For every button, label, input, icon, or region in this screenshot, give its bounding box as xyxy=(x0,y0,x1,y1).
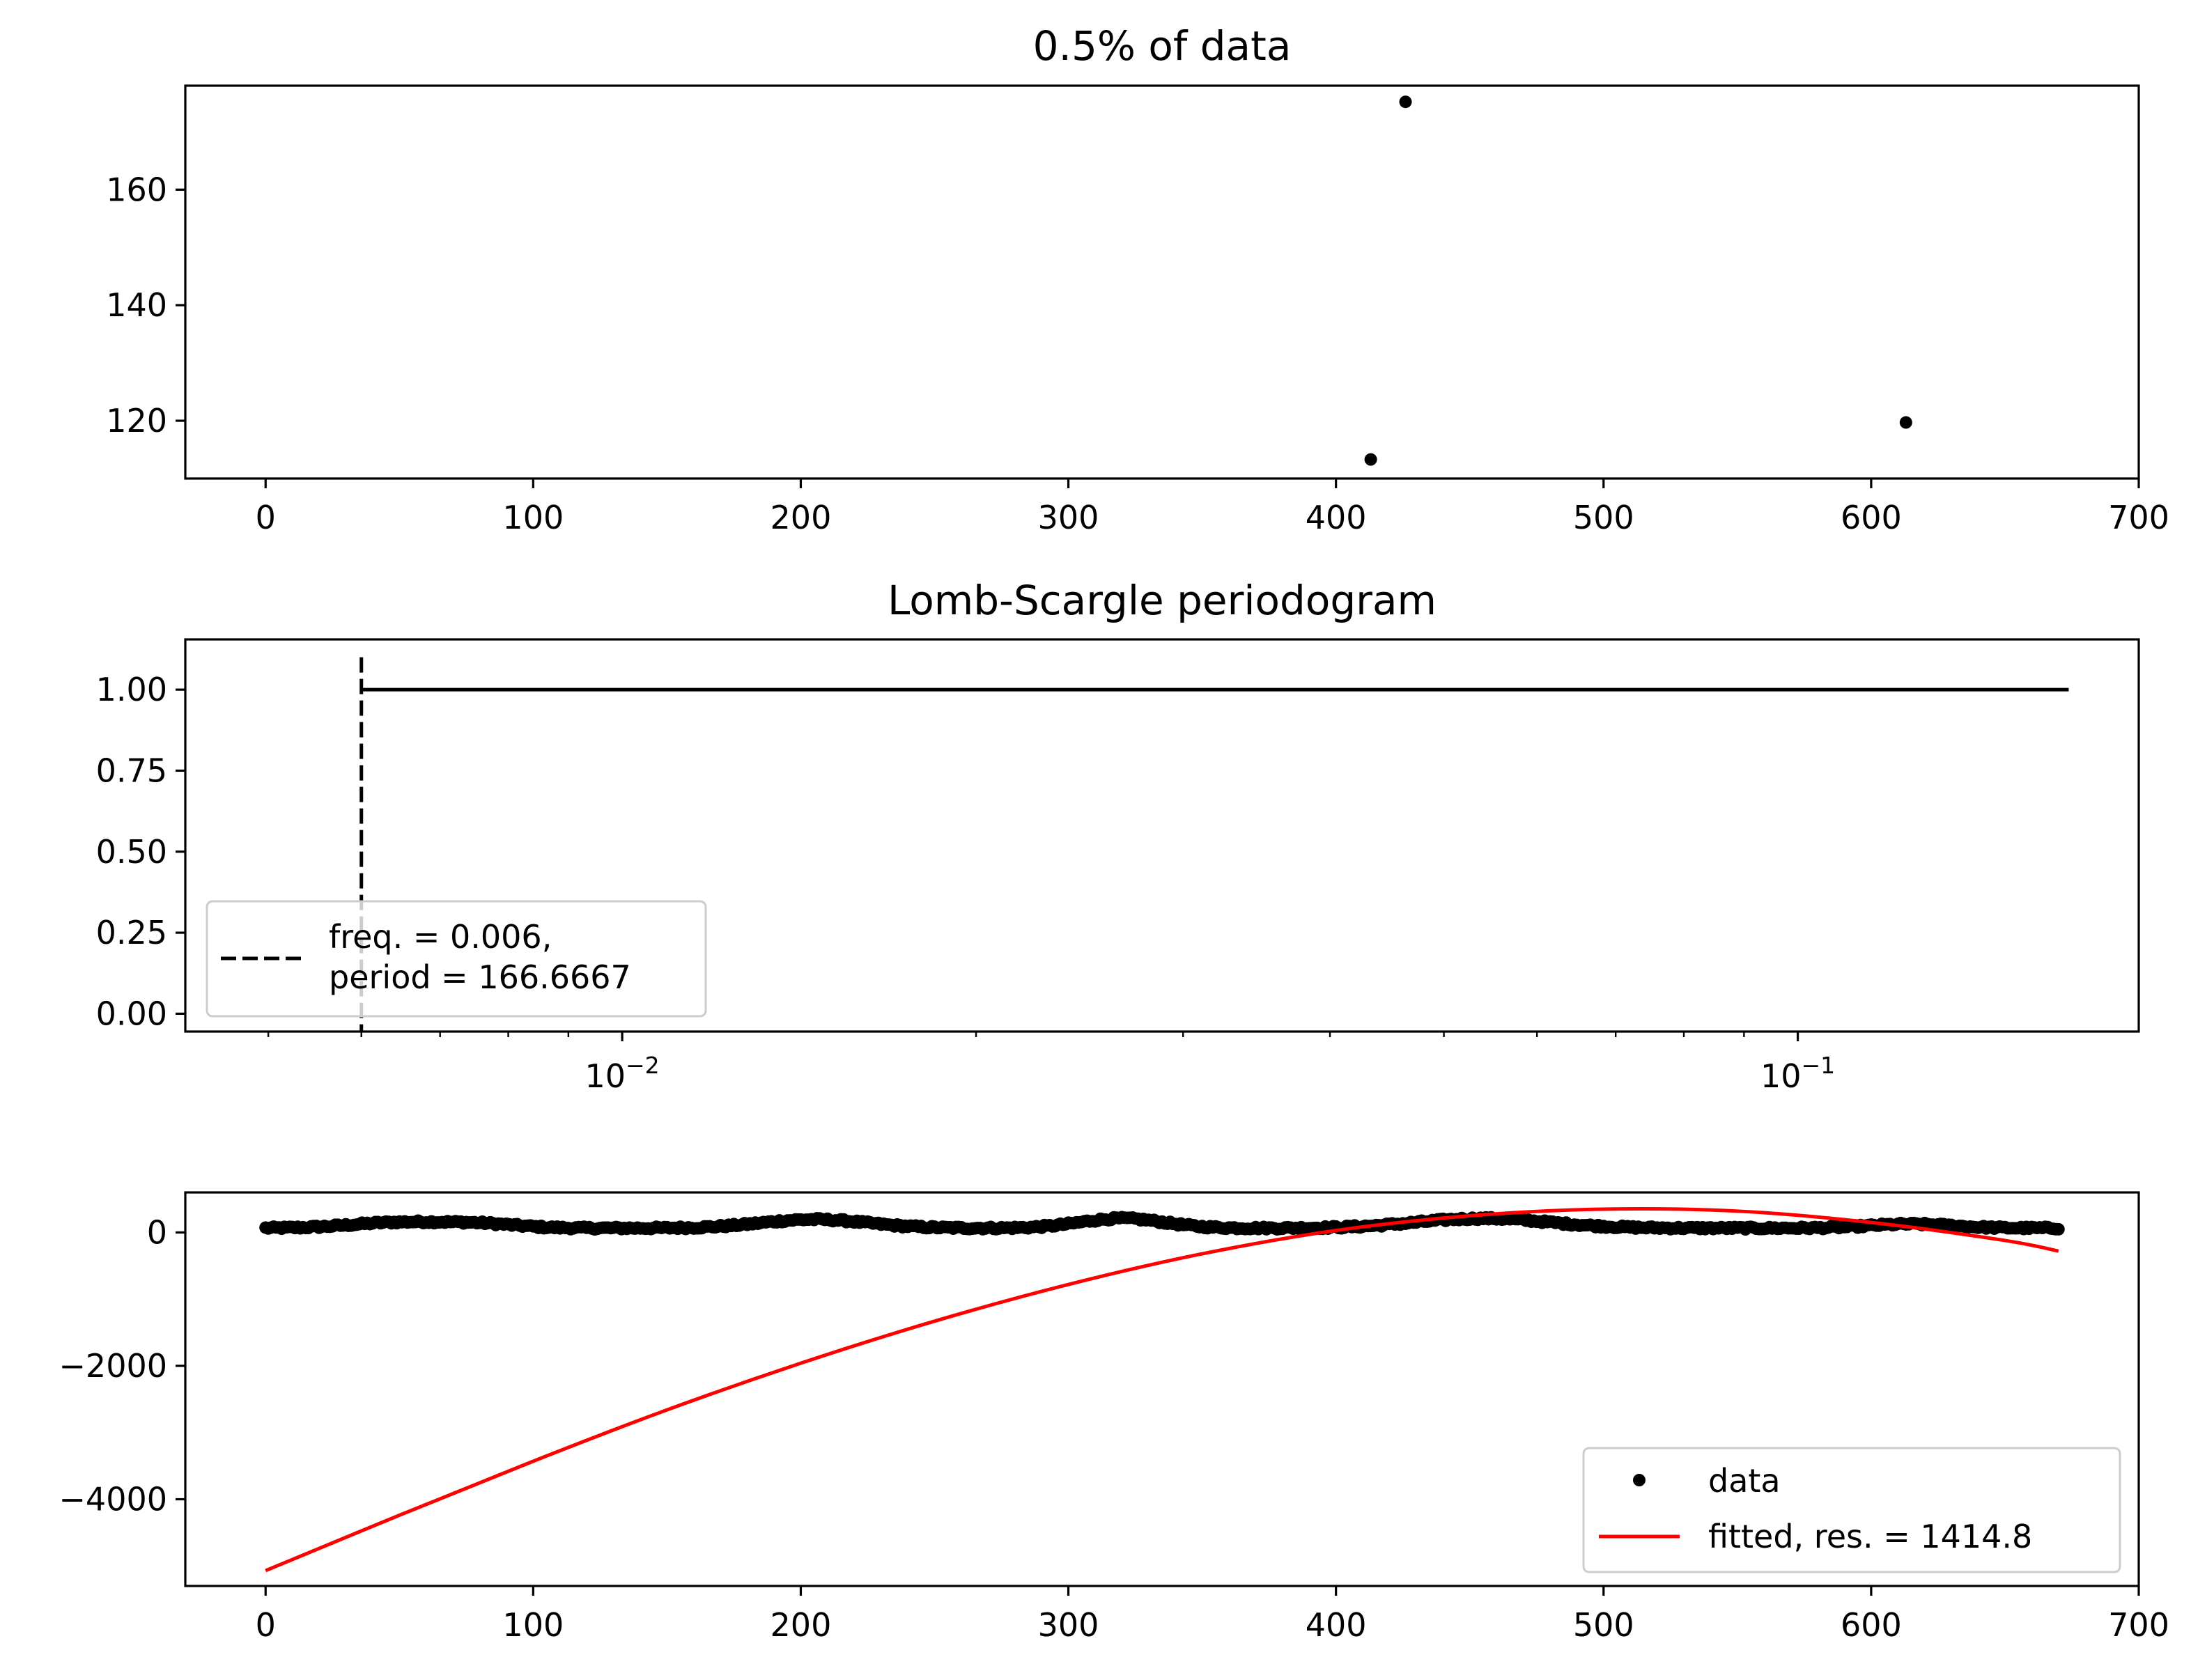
sample-x-tick-label: 600 xyxy=(1841,499,1902,536)
sample-y-tick-label: 120 xyxy=(106,402,167,440)
periodogram-x-axis: 10−2 10−1 xyxy=(267,1032,1835,1095)
fit-axes-frame xyxy=(184,1191,2140,1587)
sample-x-tick-label: 500 xyxy=(1573,499,1634,536)
sample-x-tick-label: 200 xyxy=(771,499,832,536)
fit-x-tick-label: 300 xyxy=(1038,1606,1099,1644)
sample-points xyxy=(1364,95,1912,466)
periodogram-y-tick-label: 0.75 xyxy=(96,752,167,789)
sample-y-axis: 120 140 160 xyxy=(106,171,185,440)
fit-x-tick-label: 100 xyxy=(502,1606,564,1644)
fit-y-axis: 0 −2000 −4000 xyxy=(59,1213,185,1518)
periodogram-legend-line1: freq. = 0.006, xyxy=(329,918,552,956)
sample-panel: 0.5% of data 0 100 200 300 400 500 600 700 1201… xyxy=(106,22,2169,536)
fit-x-tick-label: 700 xyxy=(2108,1606,2169,1644)
periodogram-title: Lomb-Scargle periodogram xyxy=(888,577,1437,624)
sample-y-tick-label: 140 xyxy=(106,286,167,324)
fit-legend-fit-label: fitted, res. = 1414.8 xyxy=(1708,1518,2032,1555)
periodogram-y-tick-label: 1.00 xyxy=(96,671,167,708)
fit-x-tick-label: 0 xyxy=(256,1606,276,1644)
periodogram-y-axis: 0.00 0.25 0.50 0.75 1.00 xyxy=(96,671,185,1032)
periodogram-y-tick-label: 0.25 xyxy=(96,914,167,951)
sample-y-tick-label: 160 xyxy=(106,171,167,208)
fit-y-tick-label: −2000 xyxy=(59,1347,167,1385)
fit-data-point xyxy=(2052,1222,2065,1236)
fit-y-tick-label: 0 xyxy=(147,1213,167,1251)
fit-x-tick-label: 200 xyxy=(771,1606,832,1644)
sample-x-tick-label: 100 xyxy=(502,499,564,536)
sample-x-axis: 0 100 200 300 400 500 600 700 xyxy=(256,479,2169,536)
fit-panel: 0 100 200 300 400 500 600 700 0 −2000 −4000 data … xyxy=(59,1191,2169,1644)
sample-data-point xyxy=(1899,416,1912,429)
periodogram-panel: Lomb-Scargle periodogram 10−2 10−1 0.000.… xyxy=(96,577,2140,1095)
fit-x-axis: 0 100 200 300 400 500 600 700 xyxy=(256,1586,2169,1644)
sample-title: 0.5% of data xyxy=(1033,22,1292,70)
periodogram-legend-box xyxy=(206,900,707,1018)
fit-x-tick-label: 500 xyxy=(1573,1606,1634,1644)
periodogram-legend: freq. = 0.006, period = 166.6667 xyxy=(206,900,707,1018)
periodogram-axes-frame xyxy=(184,638,2140,1033)
sample-axes-frame xyxy=(184,84,2140,480)
fit-x-tick-label: 400 xyxy=(1306,1606,1367,1644)
sample-data-point xyxy=(1399,95,1412,109)
sample-x-tick-label: 400 xyxy=(1306,499,1367,536)
sample-x-tick-label: 700 xyxy=(2108,499,2169,536)
fit-y-tick-label: −4000 xyxy=(59,1481,167,1518)
fit-legend-data-marker xyxy=(1633,1474,1646,1486)
fit-legend-data-label: data xyxy=(1708,1462,1781,1500)
fit-legend-box xyxy=(1582,1447,2121,1573)
sample-x-tick-label: 300 xyxy=(1038,499,1099,536)
sample-data-point xyxy=(1364,453,1377,466)
fit-data-points xyxy=(259,1211,2065,1236)
periodogram-x-tick-label: 10−2 xyxy=(584,1052,659,1095)
sample-x-tick-label: 0 xyxy=(256,499,276,536)
periodogram-y-tick-label: 0.50 xyxy=(96,833,167,871)
periodogram-legend-line2: period = 166.6667 xyxy=(329,958,631,996)
fit-curve xyxy=(265,1206,2059,1573)
periodogram-x-tick-label: 10−1 xyxy=(1760,1052,1835,1095)
periodogram-y-tick-label: 0.00 xyxy=(96,995,167,1032)
fit-x-tick-label: 600 xyxy=(1841,1606,1902,1644)
fit-legend: data fitted, res. = 1414.8 xyxy=(1582,1447,2121,1573)
